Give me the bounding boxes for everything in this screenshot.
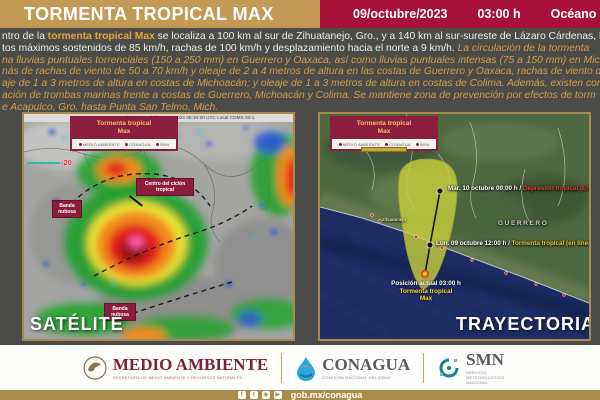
footer-logos: MEDIO AMBIENTE SECRETARÍA DE MEDIO AMBIE…	[0, 345, 600, 390]
satellite-image	[24, 114, 293, 339]
bulletin-line-6: ación de trombas marinas frente a costas…	[2, 89, 596, 101]
forecast-point-tue-label: Mar. 10 octubre 00:00 h / Depresión trop…	[448, 185, 591, 192]
forecast-point-tue	[436, 187, 444, 195]
facebook-icon[interactable]: f	[237, 391, 246, 399]
bulletin-line-4: nás de rachas de viento de 50 a 70 km/h …	[2, 66, 600, 78]
storm-badge-title: Tormenta tropical Max	[72, 118, 176, 139]
bulletin-line-1: ntro de la tormenta tropical Max se loca…	[2, 31, 600, 42]
mini-logo-medio-ambiente: MEDIO AMBIENTE	[79, 142, 120, 147]
mini-logo-conagua: CONAGUA	[125, 142, 151, 147]
storm-name-highlight: tormenta tropical Max	[47, 31, 155, 42]
storm-badge-title: Tormenta tropical Max	[332, 118, 436, 139]
bulletin-date: 09/octubre/2023	[353, 7, 448, 21]
city-label: Zihuatanejo	[382, 217, 407, 222]
temperature-line	[27, 161, 60, 164]
trajectory-map	[320, 114, 589, 339]
header-bar: TORMENTA TROPICAL MAX 09/octubre/2023 03…	[0, 0, 600, 28]
current-position-label: Posición actual 03:00 h Tormenta tropica…	[391, 280, 461, 302]
social-bar: f t ◉ ▶ gob.mx/conagua	[0, 390, 600, 400]
smn-logo: SMN SERVICIO METEOROLÓGICO NACIONAL	[437, 350, 518, 385]
bulletin-line-5: aje de 1 a 3 metros de altura en costas …	[2, 78, 600, 90]
trajectory-panel: Tormenta tropical Max MEDIO AMBIENTE CONA…	[318, 112, 591, 341]
storm-center-label: Centro del ciclón tropical	[136, 178, 194, 196]
temperature-annotation: -20	[27, 158, 72, 167]
medio-ambiente-logo: MEDIO AMBIENTE SECRETARÍA DE MEDIO AMBIE…	[82, 355, 268, 381]
storm-badge: Tormenta tropical Max MEDIO AMBIENTE CONA…	[330, 116, 438, 151]
cloud-band-label-2: Banda nubosa	[104, 303, 136, 321]
bulletin-time: 03:00 h	[477, 7, 521, 21]
mini-logo-medio-ambiente: MEDIO AMBIENTE	[339, 142, 380, 147]
trajectory-panel-caption: TRAYECTORIA	[455, 314, 591, 334]
header-title-block: TORMENTA TROPICAL MAX	[0, 0, 320, 28]
eagle-icon	[83, 355, 107, 380]
storm-badge-logos: MEDIO AMBIENTE CONAGUA SMN	[72, 139, 176, 149]
page-title: TORMENTA TROPICAL MAX	[24, 3, 274, 24]
bulletin-ocean: Océano	[550, 7, 597, 21]
forecast-point-mon	[426, 241, 434, 249]
forecast-point-mon-label: Lun. 09 octubre 12:00 h / Tormenta tropi…	[436, 240, 591, 247]
water-drop-icon	[297, 356, 316, 381]
coastline	[320, 206, 589, 304]
cloud-band-label-1: Banda nubosa	[52, 200, 82, 218]
bulletin-line-2: tos máximos sostenidos de 85 km/h, racha…	[2, 42, 590, 54]
youtube-icon[interactable]: ▶	[273, 391, 282, 399]
hurricane-swirl-icon	[439, 358, 459, 377]
header-meta-block: 09/octubre/2023 03:00 h Océano	[320, 0, 600, 28]
footer-divider	[423, 352, 425, 383]
mini-logo-smn: SMN	[156, 142, 170, 147]
footer-divider	[281, 352, 283, 383]
badge-date-strip	[361, 147, 407, 152]
gob-mx-link[interactable]: gob.mx/conagua	[290, 390, 363, 400]
twitter-icon[interactable]: t	[249, 391, 258, 399]
instagram-icon[interactable]: ◉	[261, 391, 270, 399]
storm-badge: Tormenta tropical Max MEDIO AMBIENTE CONA…	[70, 116, 178, 151]
storm-badge-logos: MEDIO AMBIENTE CONAGUA SMN	[332, 139, 436, 149]
city-dots	[370, 213, 566, 297]
mini-logo-smn: SMN	[416, 142, 430, 147]
conagua-logo: CONAGUA COMISIÓN NACIONAL DEL AGUA	[295, 355, 410, 381]
mini-logo-conagua: CONAGUA	[385, 142, 411, 147]
satellite-panel-caption: SATÉLITE	[30, 314, 124, 334]
state-label: GUERRERO	[498, 220, 549, 227]
bulletin-line-7: e Acapulco, Gro. hasta Punta San Telmo, …	[2, 101, 219, 112]
bulletin-text: ntro de la tormenta tropical Max se loca…	[0, 28, 600, 112]
bulletin-line-3: na lluvias puntuales torrenciales (150 a…	[2, 54, 600, 66]
satellite-panel: GOES-16 ABI Banda 13 Temp [C] 09-Oct-202…	[22, 112, 295, 341]
